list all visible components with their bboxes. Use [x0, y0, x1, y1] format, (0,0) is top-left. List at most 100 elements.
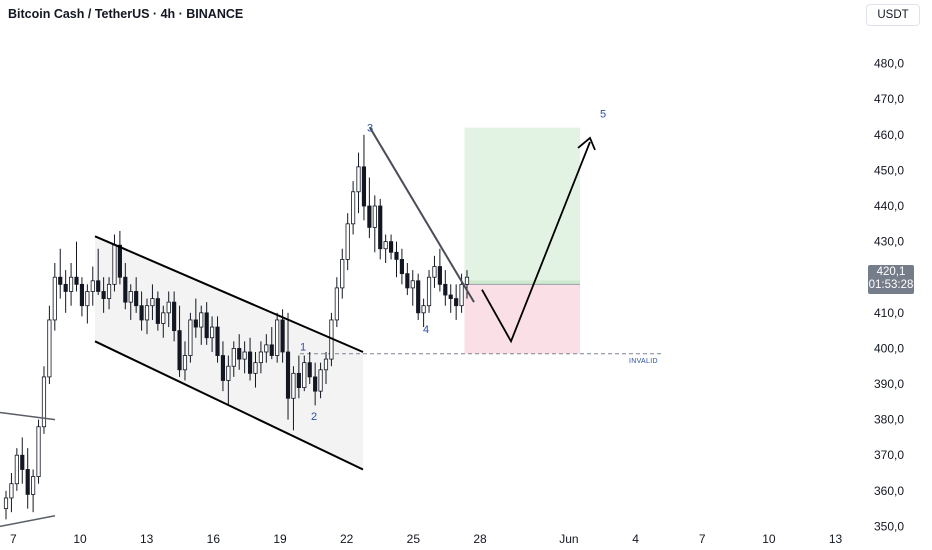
candle-body	[177, 330, 182, 371]
candle-body	[188, 319, 193, 356]
candle	[405, 262, 410, 296]
channel-fill	[95, 236, 363, 470]
candle-body	[9, 483, 14, 499]
candle	[139, 291, 144, 331]
candle-body	[117, 244, 122, 278]
candle-body	[464, 276, 470, 285]
candle	[90, 266, 95, 306]
candle	[264, 334, 269, 363]
candle	[172, 291, 177, 342]
wave-label-3: 3	[367, 123, 373, 135]
candle	[215, 316, 220, 363]
candle	[231, 341, 236, 377]
candle-body	[128, 291, 133, 303]
candle	[394, 241, 399, 278]
candle	[356, 152, 361, 214]
candle	[36, 419, 41, 484]
candle-body	[356, 166, 361, 193]
candle	[237, 334, 242, 370]
candle-body	[123, 276, 128, 303]
candle-body	[388, 241, 394, 253]
candle	[20, 437, 25, 484]
candle	[123, 262, 128, 310]
candle	[275, 312, 280, 363]
target-zone	[464, 127, 580, 285]
candle-body	[275, 319, 280, 356]
x-tick-label: 13	[829, 532, 843, 546]
candle-body	[291, 372, 296, 399]
candle	[302, 355, 307, 392]
candle	[361, 134, 367, 221]
candle	[334, 277, 339, 328]
candle	[296, 355, 301, 399]
candle-body	[3, 497, 9, 510]
candle-body	[79, 283, 85, 307]
candle-body	[334, 287, 339, 321]
y-tick-label: 390,0	[874, 377, 904, 391]
candle-body	[437, 266, 442, 285]
candle	[426, 270, 432, 313]
candle	[443, 270, 448, 306]
candle	[144, 298, 150, 335]
x-tick-label: 25	[407, 532, 421, 546]
candle-body	[166, 301, 171, 314]
candle	[448, 284, 453, 313]
candle-body	[258, 351, 263, 364]
candle-body	[302, 362, 307, 388]
candle	[31, 469, 36, 513]
candle	[242, 341, 247, 374]
y-tick-label: 400,0	[874, 341, 904, 355]
candle-body	[448, 294, 453, 299]
candle	[199, 305, 204, 345]
y-tick-label: 460,0	[874, 128, 904, 142]
stop-zone	[464, 284, 580, 354]
candle-body	[454, 298, 459, 307]
candle-body	[296, 372, 301, 388]
candle-body	[253, 362, 258, 374]
x-tick-label: 19	[273, 532, 287, 546]
y-tick-label: 380,0	[874, 413, 904, 427]
y-tick-label: 480,0	[874, 57, 904, 71]
candle-body	[25, 469, 30, 495]
candle-body	[405, 273, 410, 289]
candle-body	[139, 305, 144, 321]
candle-body	[134, 291, 139, 307]
time-axis[interactable]: 7 10 13 16 19 22 25 28 Jun 4 7 10 13	[10, 532, 843, 546]
candle	[117, 230, 122, 285]
candle-body	[101, 291, 106, 299]
candle-body	[443, 283, 448, 296]
candle-body	[361, 166, 367, 207]
target-zone-edge	[464, 280, 580, 285]
candle	[410, 270, 415, 306]
x-tick-label: 10	[762, 532, 776, 546]
candle	[166, 291, 171, 328]
candle	[226, 355, 231, 406]
candle	[432, 255, 437, 288]
triangle-upper-line	[0, 411, 56, 421]
currency-button[interactable]: USDT	[866, 4, 920, 26]
x-tick-label: 13	[140, 532, 154, 546]
candle	[399, 248, 404, 285]
candle	[182, 341, 188, 381]
candle	[345, 213, 350, 271]
candle-body	[264, 344, 269, 353]
x-tick-label: Jun	[559, 532, 578, 546]
invalid-label: INVALID	[629, 358, 658, 365]
candle	[161, 305, 166, 338]
candle-body	[323, 358, 329, 371]
candle-body	[421, 305, 426, 314]
triangle-lower-line	[0, 515, 56, 528]
price-axis[interactable]: 480,0470,0460,0450,0440,0430,0420,0410,0…	[874, 57, 904, 534]
candle-body	[426, 276, 432, 307]
wave-label-4: 4	[423, 324, 429, 336]
candle	[63, 270, 68, 313]
candle-body	[215, 326, 220, 356]
candle-body	[280, 319, 285, 353]
symbol-title[interactable]: Bitcoin Cash / TetherUS · 4h · BINANCE	[8, 7, 244, 21]
candle-body	[74, 276, 79, 285]
candle-body	[210, 326, 215, 339]
candle	[291, 366, 296, 431]
candle	[421, 298, 426, 328]
x-tick-label: 16	[207, 532, 221, 546]
